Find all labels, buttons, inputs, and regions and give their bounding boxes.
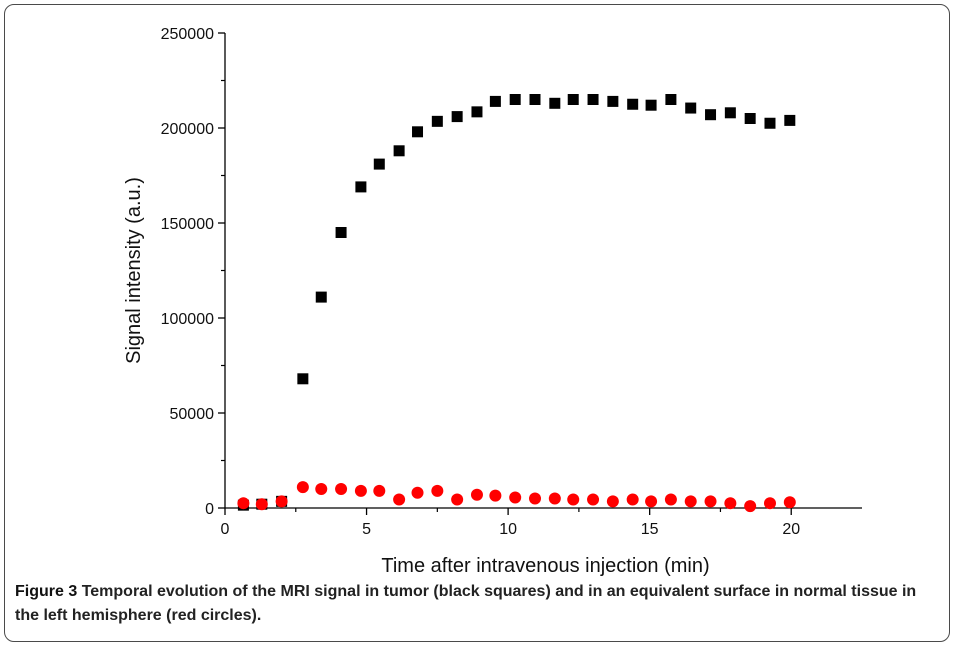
square-marker bbox=[607, 95, 619, 107]
square-marker bbox=[587, 94, 599, 105]
axis-ticks: 0 5 10 15 20 0 50000 100000 150000 200000 250000 bbox=[161, 26, 801, 538]
circle-marker bbox=[645, 495, 658, 508]
caption-label: Figure 3 bbox=[15, 583, 78, 600]
circle-marker bbox=[783, 496, 796, 509]
circle-marker bbox=[763, 497, 776, 510]
circle-marker bbox=[664, 493, 677, 506]
circle-marker bbox=[529, 492, 542, 505]
circle-marker bbox=[587, 493, 600, 506]
circle-marker bbox=[296, 481, 309, 494]
square-marker bbox=[645, 99, 657, 111]
circle-marker bbox=[275, 495, 288, 508]
plot-axes bbox=[224, 33, 862, 509]
circle-marker bbox=[509, 491, 522, 504]
square-marker bbox=[784, 114, 796, 126]
square-marker bbox=[471, 106, 483, 118]
square-marker bbox=[529, 94, 541, 105]
square-marker bbox=[744, 113, 756, 124]
circle-marker bbox=[548, 492, 561, 505]
circle-marker bbox=[373, 484, 386, 497]
circle-marker bbox=[315, 483, 328, 495]
circle-marker bbox=[744, 500, 757, 513]
circle-marker bbox=[431, 484, 444, 497]
square-marker bbox=[665, 94, 677, 105]
square-marker bbox=[412, 126, 424, 138]
circle-marker bbox=[684, 495, 697, 508]
square-marker bbox=[373, 158, 385, 170]
caption-text: Temporal evolution of the MRI signal in … bbox=[15, 583, 917, 624]
circle-marker bbox=[489, 489, 502, 502]
square-marker bbox=[567, 94, 579, 105]
circle-marker bbox=[724, 497, 737, 510]
square-marker bbox=[335, 227, 347, 238]
x-tick-label: 15 bbox=[641, 521, 659, 538]
square-marker bbox=[724, 107, 736, 119]
circle-marker bbox=[237, 497, 250, 510]
square-marker bbox=[451, 111, 463, 123]
circle-marker bbox=[470, 488, 483, 501]
y-tick-label: 200000 bbox=[161, 121, 214, 138]
square-marker bbox=[764, 117, 776, 129]
square-marker bbox=[393, 145, 405, 157]
square-marker bbox=[549, 97, 561, 109]
square-marker bbox=[685, 102, 697, 114]
square-marker bbox=[355, 181, 367, 193]
x-tick-label: 20 bbox=[782, 521, 800, 538]
circle-marker bbox=[354, 484, 367, 497]
square-marker bbox=[297, 373, 309, 385]
circle-marker bbox=[704, 495, 717, 508]
circle-marker bbox=[626, 493, 639, 506]
circle-marker bbox=[393, 493, 406, 506]
y-tick-label: 0 bbox=[205, 501, 214, 518]
circle-marker bbox=[411, 486, 424, 499]
y-tick-label: 250000 bbox=[161, 26, 214, 43]
data-markers bbox=[237, 94, 796, 513]
circle-marker bbox=[567, 493, 580, 506]
x-tick-label: 0 bbox=[221, 521, 230, 538]
y-tick-label: 150000 bbox=[161, 216, 214, 233]
x-axis-label: Time after intravenous injection (min) bbox=[381, 555, 709, 577]
square-marker bbox=[509, 94, 521, 105]
scatter-plot: 0 5 10 15 20 0 50000 100000 150000 200000 250000 T… bbox=[123, 26, 862, 577]
square-marker bbox=[705, 109, 717, 121]
circle-marker bbox=[335, 483, 348, 495]
square-marker bbox=[315, 291, 327, 303]
x-tick-label: 10 bbox=[499, 521, 517, 538]
circle-marker bbox=[606, 495, 619, 508]
square-marker bbox=[627, 98, 639, 110]
square-marker bbox=[431, 115, 443, 127]
x-tick-label: 5 bbox=[362, 521, 371, 538]
y-axis-label: Signal intensity (a.u.) bbox=[123, 177, 145, 364]
circle-marker bbox=[255, 498, 268, 511]
figure-caption: Figure 3 Temporal evolution of the MRI s… bbox=[15, 580, 935, 628]
circle-marker bbox=[451, 493, 464, 506]
y-tick-label: 50000 bbox=[170, 406, 215, 423]
y-tick-label: 100000 bbox=[161, 311, 214, 328]
square-marker bbox=[489, 95, 501, 107]
